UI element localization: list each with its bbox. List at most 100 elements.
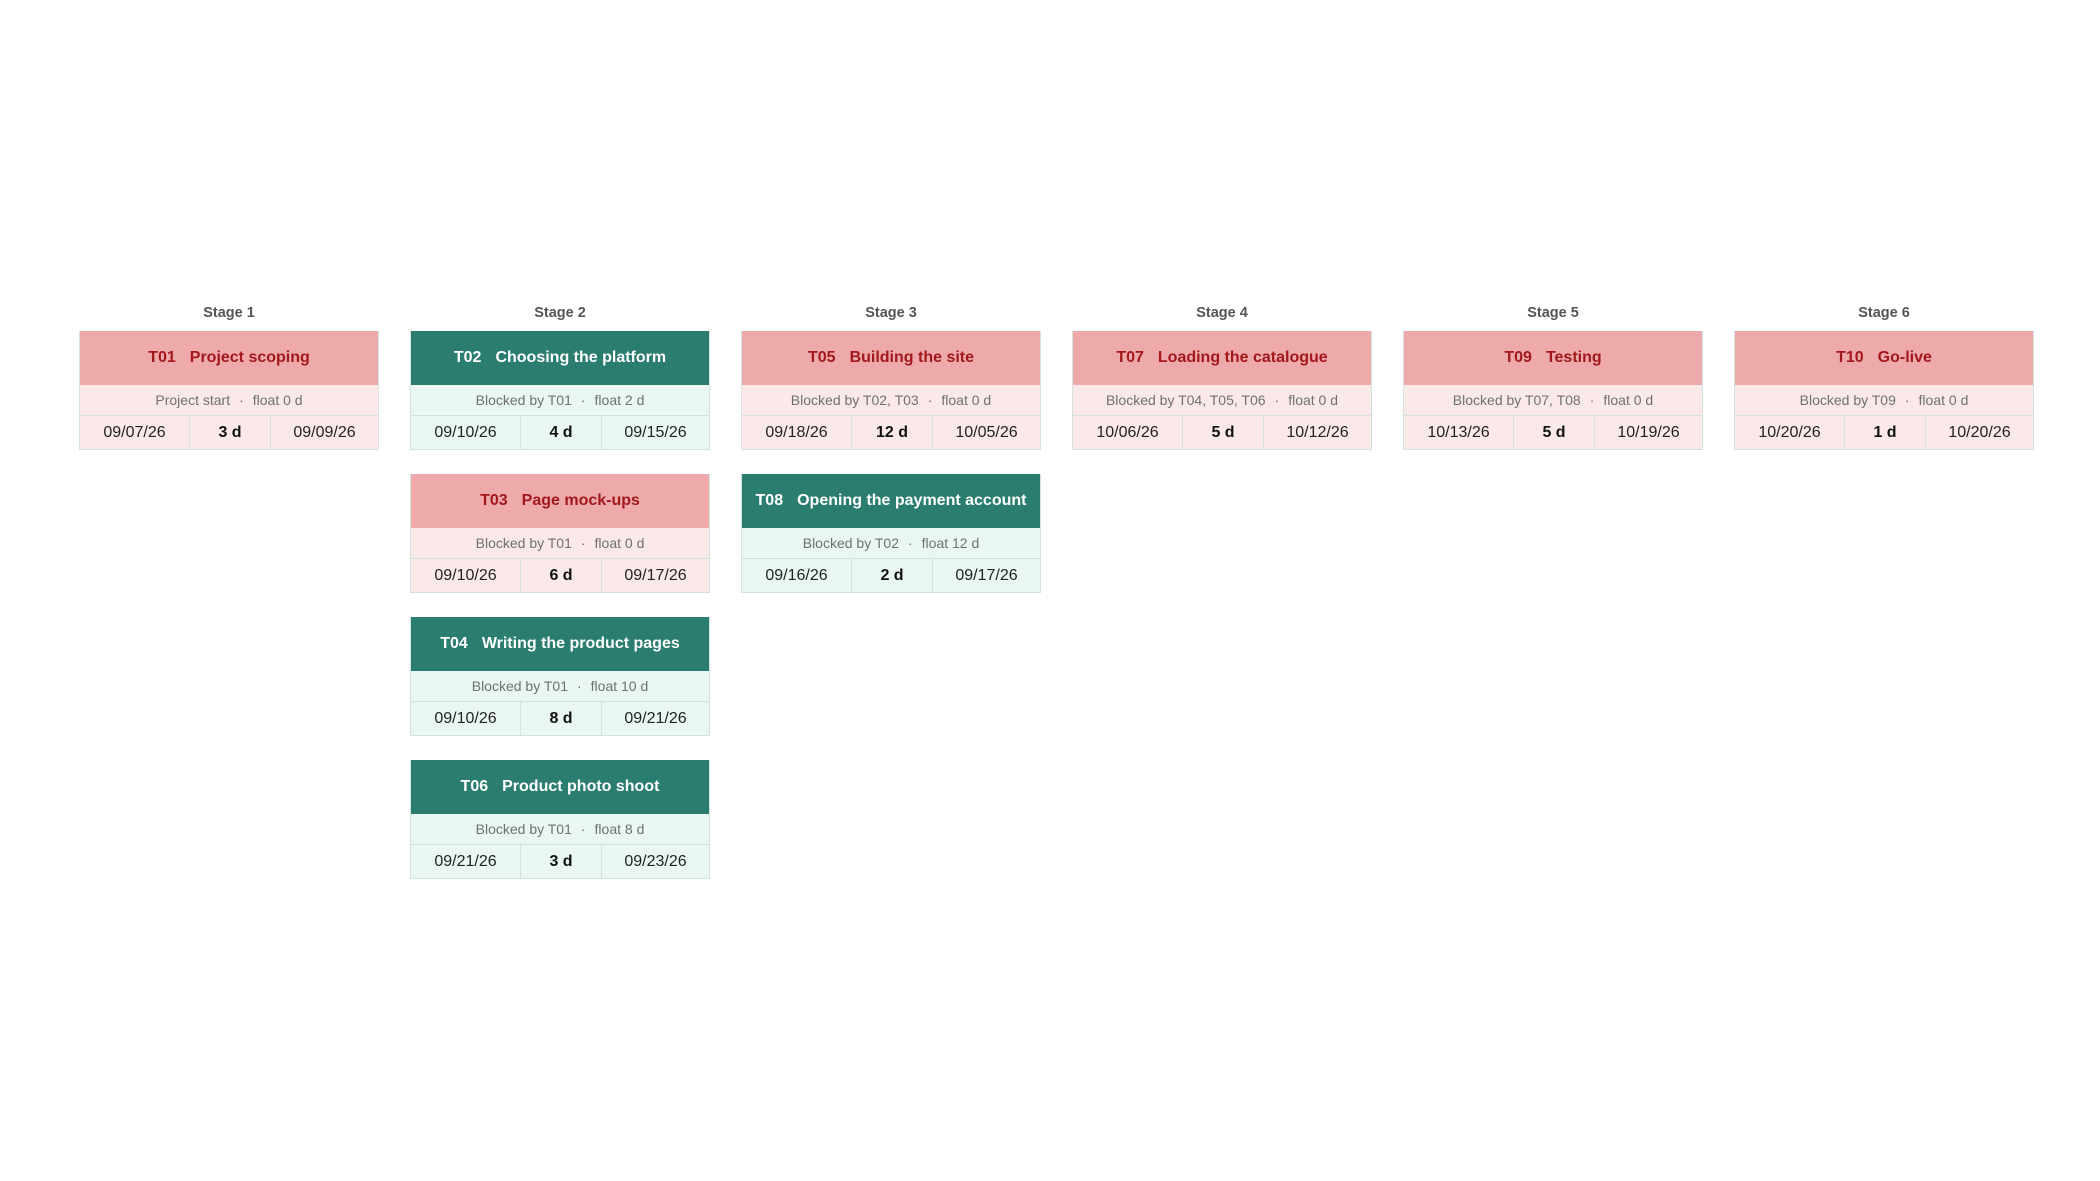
separator-dot: ·: [1904, 392, 1910, 408]
task-dates-row: 09/18/26 12 d 10/05/26: [742, 415, 1040, 449]
task-name: Building the site: [849, 349, 975, 366]
task-start-date: 10/13/26: [1404, 416, 1514, 449]
task-id: T10: [1836, 349, 1864, 366]
task-card[interactable]: T03 Page mock-ups Blocked by T01 · float 0 d…: [410, 474, 710, 593]
task-end-date: 09/17/26: [955, 566, 1018, 584]
task-dates-row: 09/21/26 3 d 09/23/26: [411, 844, 709, 878]
separator-dot: ·: [1589, 392, 1595, 408]
task-float: float 0 d: [1918, 392, 1969, 408]
task-dependency-row: Blocked by T07, T08 · float 0 d: [1404, 385, 1702, 415]
task-card[interactable]: T07 Loading the catalogue Blocked by T04, …: [1072, 331, 1372, 450]
task-name: Opening the payment account: [797, 492, 1027, 509]
task-dependency: Blocked by T01: [475, 535, 572, 551]
task-dependency-row: Blocked by T01 · float 8 d: [411, 814, 709, 844]
task-dependency-row: Blocked by T04, T05, T06 · float 0 d: [1073, 385, 1371, 415]
task-end-date: 10/05/26: [955, 423, 1018, 441]
task-start-date: 09/18/26: [742, 416, 852, 449]
task-float: float 0 d: [941, 392, 992, 408]
task-start-date: 09/10/26: [411, 559, 521, 592]
task-header: T02 Choosing the platform: [411, 331, 709, 385]
stage-label: Stage 4: [1196, 305, 1248, 321]
task-dependency: Blocked by T02: [802, 535, 899, 551]
task-id: T07: [1116, 349, 1144, 366]
task-dependency: Blocked by T02, T03: [790, 392, 919, 408]
task-name: Project scoping: [189, 349, 310, 366]
task-id: T03: [480, 492, 508, 509]
task-duration: 3 d: [190, 416, 271, 449]
task-card[interactable]: T08 Opening the payment account Blocked by…: [741, 474, 1041, 593]
task-end-date: 10/20/26: [1948, 423, 2011, 441]
task-end-date: 09/21/26: [624, 709, 687, 727]
task-duration: 12 d: [852, 416, 933, 449]
task-start-date: 10/20/26: [1735, 416, 1845, 449]
task-card[interactable]: T02 Choosing the platform Blocked by T01 · f…: [410, 331, 710, 450]
stage-label: Stage 5: [1527, 305, 1579, 321]
task-id: T04: [440, 635, 468, 652]
task-card[interactable]: T09 Testing Blocked by T07, T08 · float 0 d 1…: [1403, 331, 1703, 450]
task-float: float 8 d: [594, 821, 645, 837]
separator-dot: ·: [1274, 392, 1280, 408]
task-dependency-row: Blocked by T01 · float 10 d: [411, 671, 709, 701]
task-start-date: 09/16/26: [742, 559, 852, 592]
separator-dot: ·: [580, 392, 586, 408]
task-dependency: Project start: [155, 392, 231, 408]
task-start-date: 09/10/26: [411, 702, 521, 735]
separator-dot: ·: [239, 392, 244, 408]
task-float: float 10 d: [590, 678, 649, 694]
task-card[interactable]: T10 Go-live Blocked by T09 · float 0 d 10/20/…: [1734, 331, 2034, 450]
task-dates-row: 10/06/26 5 d 10/12/26: [1073, 415, 1371, 449]
task-float: float 0 d: [1288, 392, 1339, 408]
task-float: float 12 d: [921, 535, 980, 551]
task-dependency: Blocked by T01: [475, 821, 572, 837]
task-start-date: 09/07/26: [80, 416, 190, 449]
task-card[interactable]: T05 Building the site Blocked by T02, T03 ·…: [741, 331, 1041, 450]
task-duration: 5 d: [1183, 416, 1264, 449]
task-end-date: 09/17/26: [624, 566, 687, 584]
separator-dot: ·: [927, 392, 933, 408]
task-float: float 2 d: [594, 392, 645, 408]
task-dates-row: 09/10/26 8 d 09/21/26: [411, 701, 709, 735]
task-float: float 0 d: [594, 535, 645, 551]
task-duration: 6 d: [521, 559, 602, 592]
separator-dot: ·: [580, 821, 586, 837]
task-name: Page mock-ups: [521, 492, 640, 509]
task-duration: 5 d: [1514, 416, 1595, 449]
stage-label: Stage 2: [534, 305, 586, 321]
task-card[interactable]: T04 Writing the product pages Blocked by T…: [410, 617, 710, 736]
task-dates-row: 09/10/26 4 d 09/15/26: [411, 415, 709, 449]
task-end-date: 09/09/26: [293, 423, 356, 441]
stage-label: Stage 1: [203, 305, 255, 321]
task-dependency: Blocked by T04, T05, T06: [1105, 392, 1266, 408]
task-header: T05 Building the site: [742, 331, 1040, 385]
task-float: float 0 d: [1603, 392, 1654, 408]
task-id: T02: [453, 349, 482, 366]
task-card[interactable]: T01 Project scoping Project start · float 0 …: [79, 331, 379, 450]
task-dependency-row: Blocked by T01 · float 2 d: [411, 385, 709, 415]
task-name: Loading the catalogue: [1157, 349, 1328, 366]
separator-dot: ·: [907, 535, 913, 551]
stage-label: Stage 3: [865, 305, 917, 321]
task-name: Testing: [1545, 349, 1602, 366]
task-card[interactable]: T06 Product photo shoot Blocked by T01 · flo…: [410, 760, 710, 879]
task-dates-row: 09/16/26 2 d 09/17/26: [742, 558, 1040, 592]
task-start-date: 10/06/26: [1073, 416, 1183, 449]
task-dependency-row: Blocked by T01 · float 0 d: [411, 528, 709, 558]
task-end-date: 10/19/26: [1617, 423, 1680, 441]
task-end-date: 09/15/26: [624, 423, 687, 441]
task-dependency: Blocked by T01: [475, 392, 572, 408]
task-dependency-row: Project start · float 0 d: [80, 385, 378, 415]
task-header: T07 Loading the catalogue: [1073, 331, 1371, 385]
task-duration: 2 d: [852, 559, 933, 592]
task-header: T06 Product photo shoot: [411, 760, 709, 814]
task-header: T10 Go-live: [1735, 331, 2033, 385]
task-name: Go-live: [1877, 349, 1932, 366]
task-end-date: 10/12/26: [1286, 423, 1349, 441]
task-dependency: Blocked by T07, T08: [1452, 392, 1581, 408]
task-end-date: 09/23/26: [624, 852, 687, 870]
task-id: T05: [807, 349, 836, 366]
task-name: Writing the product pages: [481, 635, 680, 652]
task-duration: 3 d: [521, 845, 602, 878]
task-dependency-row: Blocked by T09 · float 0 d: [1735, 385, 2033, 415]
task-header: T01 Project scoping: [80, 331, 378, 385]
